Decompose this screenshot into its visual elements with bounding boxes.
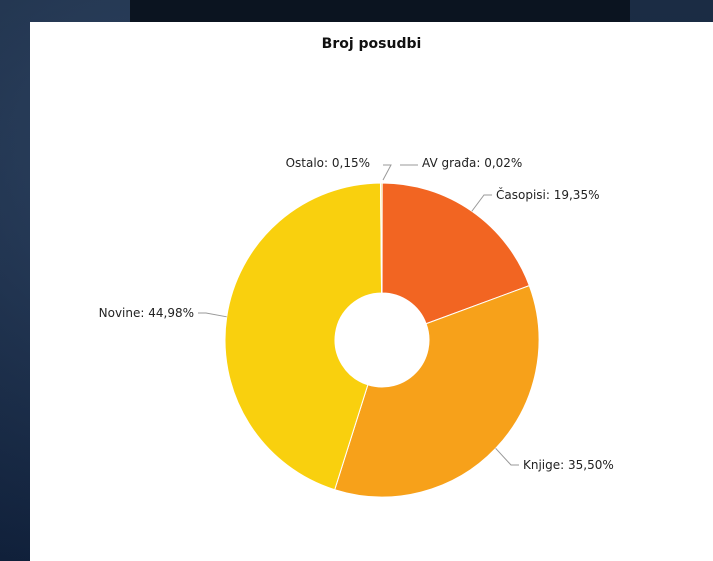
pie-slice-časopisi bbox=[381, 182, 530, 325]
chart-card: Broj posudbi AV građa: 0,02% Časopisi: 19… bbox=[30, 22, 713, 561]
data-label: Časopisi: 19,35% bbox=[496, 187, 599, 202]
pie-slice-novine bbox=[224, 182, 383, 491]
pie-slice-knjige bbox=[334, 284, 540, 498]
leader-line bbox=[382, 164, 392, 181]
pie-chart: AV građa: 0,02% Časopisi: 19,35% Knjige: 3… bbox=[99, 156, 614, 498]
data-label: AV građa: 0,02% bbox=[422, 156, 522, 170]
leader-line bbox=[198, 312, 227, 318]
data-label: Ostalo: 0,15% bbox=[286, 156, 370, 170]
data-label: Knjige: 35,50% bbox=[523, 458, 614, 472]
data-label: Novine: 44,98% bbox=[99, 306, 194, 320]
background-top-band bbox=[130, 0, 630, 22]
pie-slice-ostalo bbox=[380, 182, 383, 294]
leader-line bbox=[471, 194, 492, 212]
chart-title: Broj posudbi bbox=[321, 36, 422, 52]
leader-line bbox=[495, 447, 519, 466]
